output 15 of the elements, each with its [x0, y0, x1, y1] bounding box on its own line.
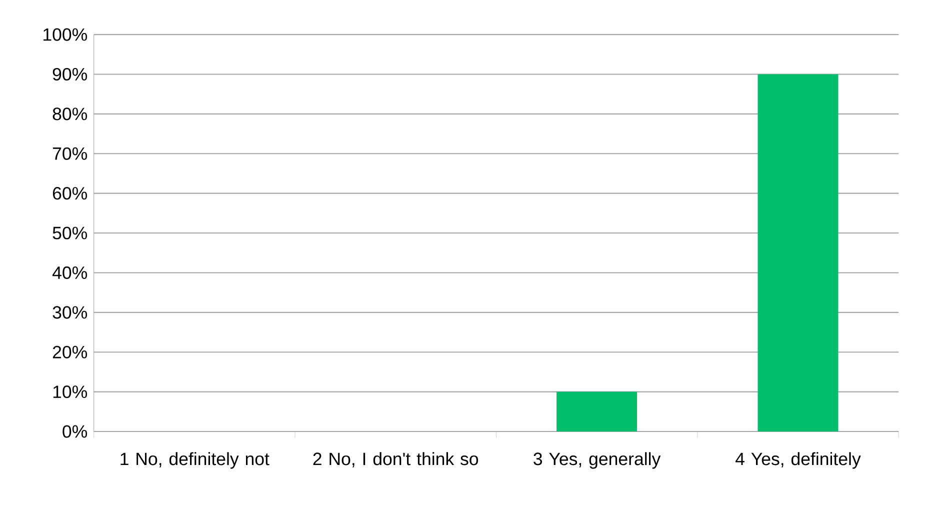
- y-tick-label: 30%: [52, 306, 87, 319]
- y-tick-label: 80%: [52, 107, 87, 120]
- x-tick-label: 3 Yes, generally: [534, 452, 661, 469]
- x-tick-label: 2 No, I don't think so: [313, 452, 478, 468]
- y-tick-label: 10%: [53, 385, 87, 398]
- y-tick-label: 20%: [52, 346, 87, 358]
- y-tick-label: 90%: [52, 68, 87, 80]
- x-tick-label: 1 No, definitely not: [120, 452, 270, 469]
- y-tick-label: 70%: [52, 147, 87, 160]
- y-tick-label: 100%: [44, 28, 87, 41]
- y-tick-label: 40%: [52, 266, 87, 279]
- y-tick-label: 60%: [52, 186, 87, 200]
- y-tick-label: 0%: [62, 425, 87, 438]
- x-tick-label: 4 Yes, definitely: [735, 452, 861, 469]
- y-tick-label: 50%: [52, 226, 87, 240]
